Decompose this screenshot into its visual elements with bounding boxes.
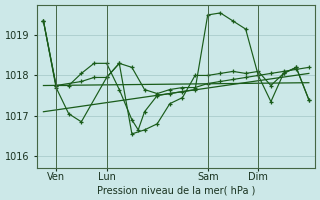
X-axis label: Pression niveau de la mer( hPa ): Pression niveau de la mer( hPa ) — [97, 185, 255, 195]
